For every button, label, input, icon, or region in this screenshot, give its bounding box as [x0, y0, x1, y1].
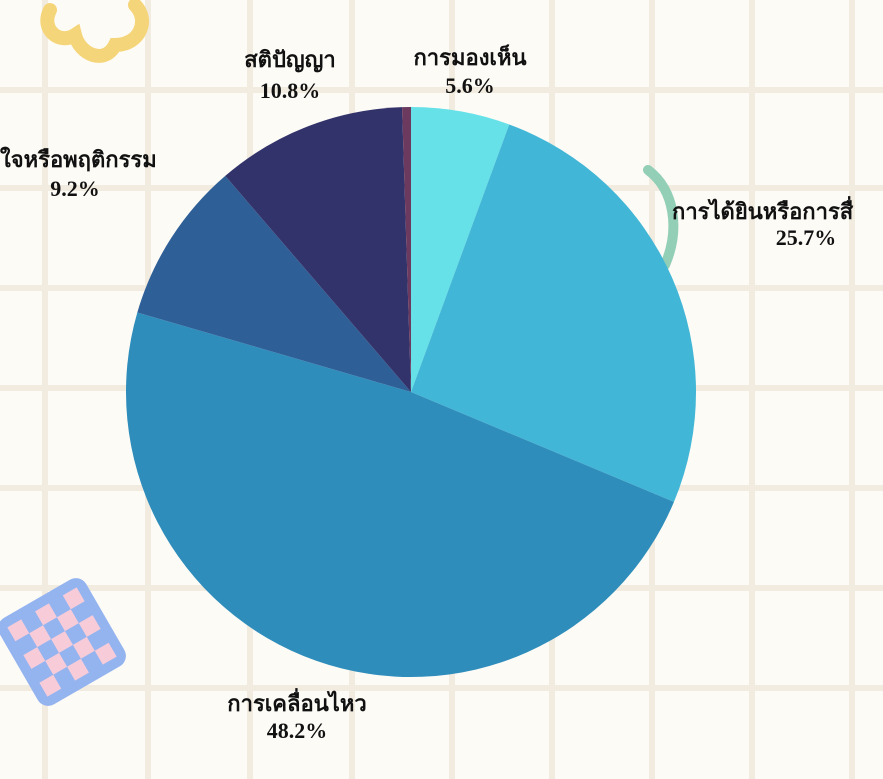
pie-slice: [137, 175, 412, 392]
slice-label: ใจหรือพฤติกรรม: [0, 146, 157, 172]
slice-label: การเคลื่อนไหว: [227, 687, 366, 716]
slice-label: การมองเห็น: [413, 43, 526, 70]
arc-decoration: [643, 165, 679, 270]
pie-slice: [411, 124, 696, 502]
slice-label: การได้ยินหรือการสื่: [672, 195, 854, 224]
slice-value-label: 5.6%: [445, 73, 495, 98]
slice-value-label: 9.2%: [50, 176, 100, 201]
labels: การมองเห็น 5.6% การได้ยินหรือการสื่25.7% กา…: [0, 43, 854, 743]
flower-decoration: [40, 0, 149, 63]
pie-slice: [402, 107, 411, 392]
slice-value-label: 10.8%: [260, 78, 321, 103]
checker-decoration: [0, 578, 126, 706]
slice-label: สติปัญญา: [244, 47, 336, 73]
slice-value-label: 25.7%: [776, 225, 837, 250]
pie-slice: [411, 107, 510, 392]
pie-slice: [225, 107, 411, 393]
pie-slice: [125, 312, 674, 678]
pie: [125, 107, 696, 678]
slice-value-label: 48.2%: [267, 718, 328, 743]
